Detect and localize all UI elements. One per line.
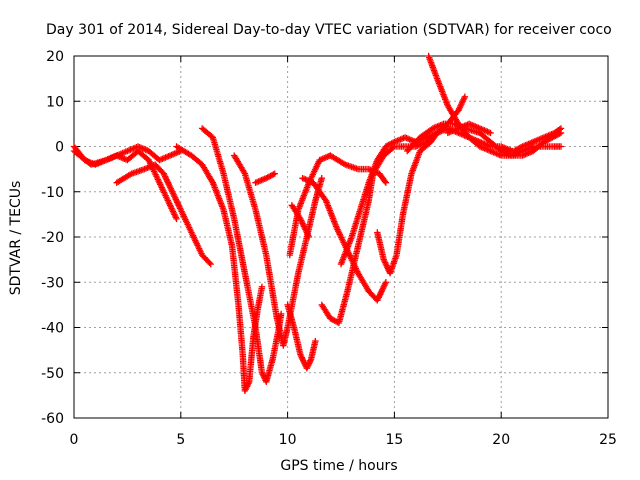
data-point — [206, 259, 213, 267]
data-points — [70, 52, 565, 395]
data-point — [517, 144, 525, 151]
series-track-7 — [252, 170, 278, 186]
chart-title: Day 301 of 2014, Sidereal Day-to-day VTE… — [46, 22, 612, 38]
data-point — [433, 131, 440, 138]
data-point — [305, 233, 313, 241]
data-point — [270, 171, 277, 178]
x-tick-label: 0 — [70, 432, 79, 448]
data-point — [487, 129, 494, 137]
series-track-6 — [231, 152, 325, 349]
data-point — [433, 129, 441, 137]
x-axis-label: GPS time / hours — [280, 458, 397, 474]
data-point — [173, 215, 180, 223]
y-tick-label: 10 — [46, 94, 64, 110]
y-tick-label: -10 — [41, 185, 64, 201]
data-point — [258, 283, 266, 290]
data-point — [318, 174, 325, 182]
data-point — [271, 170, 278, 177]
y-tick-label: -20 — [41, 230, 64, 246]
data-point — [277, 310, 285, 318]
y-tick-label: 20 — [46, 49, 64, 65]
y-tick-label: -60 — [41, 411, 64, 427]
x-tick-label: 25 — [599, 432, 617, 448]
x-tick-label: 15 — [385, 432, 403, 448]
data-point — [557, 143, 565, 150]
data-point — [382, 179, 390, 186]
data-point — [382, 279, 390, 286]
data-point — [381, 178, 389, 185]
data-point — [389, 139, 397, 146]
series-track-2 — [70, 143, 184, 168]
series-track-10 — [288, 202, 313, 241]
series-track-14 — [327, 152, 390, 186]
series-track-9 — [286, 152, 334, 259]
data-point — [556, 126, 563, 133]
y-tick-label: -40 — [41, 321, 64, 337]
data-point — [312, 337, 319, 345]
y-tick-label: -30 — [41, 275, 64, 291]
series-track-19 — [444, 120, 494, 137]
series-track-8 — [284, 301, 319, 372]
y-tick-label: -50 — [41, 366, 64, 382]
series-track-3 — [113, 161, 214, 268]
axis-ticks: 0 5 10 15 20 25 -60 -50 -40 -30 -20 -10 0 10 20 — [41, 49, 617, 448]
series-track-20 — [502, 125, 565, 155]
data-point — [461, 93, 469, 100]
data-point — [557, 125, 565, 132]
series-track-16 — [374, 129, 441, 277]
data-point — [207, 260, 214, 268]
y-tick-label: 0 — [55, 140, 64, 156]
x-tick-label: 5 — [176, 432, 185, 448]
x-tick-label: 10 — [279, 432, 297, 448]
x-tick-label: 20 — [492, 432, 510, 448]
series-track-4 — [173, 143, 266, 395]
y-axis-label: SDTVAR / TECUs — [8, 181, 24, 296]
